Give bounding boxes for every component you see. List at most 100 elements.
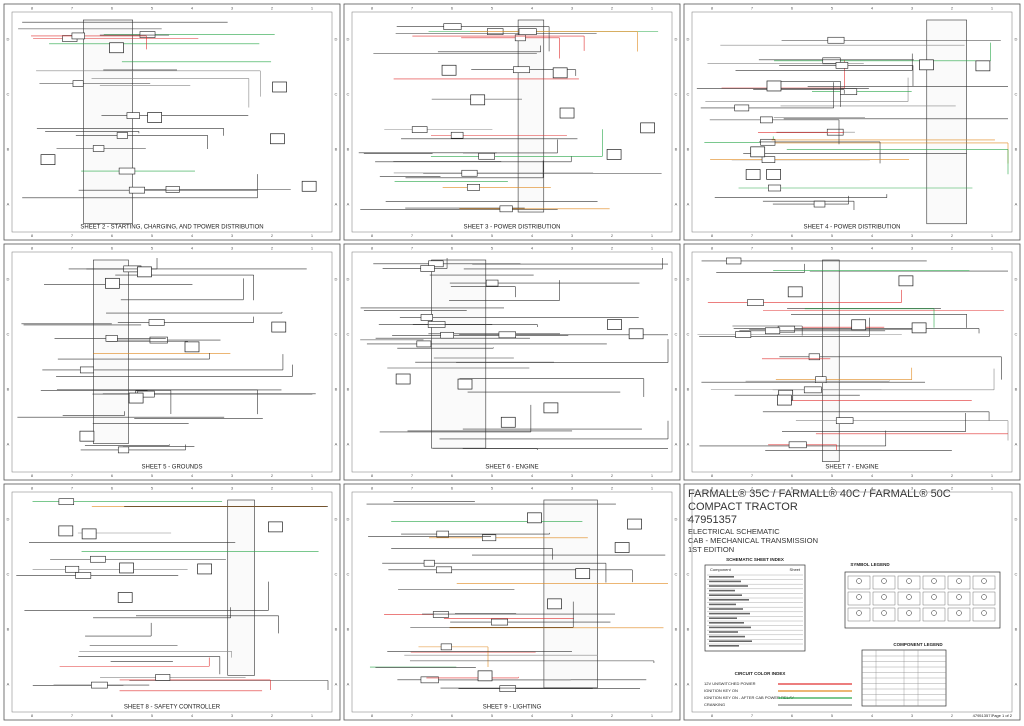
connector-block <box>926 19 967 225</box>
row-label: B <box>347 387 350 392</box>
component <box>72 80 84 87</box>
symbol-cell <box>947 575 971 590</box>
row-label: C <box>1015 332 1018 337</box>
row-label: C <box>335 332 338 337</box>
row-label: D <box>7 277 10 282</box>
component <box>813 200 826 208</box>
relay <box>395 373 411 385</box>
sheet: 8 8 7 7 6 6 5 5 4 4 3 3 2 2 1 1 D D C C B B A A SHEET 6 - ENGINE <box>343 243 681 481</box>
row-label: C <box>687 572 690 577</box>
row-label: B <box>687 627 690 632</box>
row-label: A <box>687 682 690 687</box>
sheet-frame <box>3 483 341 721</box>
column-label: 7 <box>411 233 414 238</box>
component <box>815 376 827 383</box>
column-label: 3 <box>571 473 574 478</box>
connector-block <box>227 499 255 676</box>
row-label: A <box>347 442 350 447</box>
relay <box>766 169 781 180</box>
component <box>436 530 449 538</box>
row-label: C <box>675 572 678 577</box>
column-label: 6 <box>791 6 794 11</box>
column-label: 7 <box>751 473 754 478</box>
footer: 47951357 Page 1 of 2 <box>973 713 1013 718</box>
column-label: 3 <box>231 246 234 251</box>
column-label: 7 <box>751 246 754 251</box>
component-legend-grid <box>862 650 946 706</box>
component <box>432 611 449 618</box>
column-label: 8 <box>371 246 374 251</box>
column-label: 4 <box>871 233 874 238</box>
sheet-border <box>11 491 333 713</box>
relay <box>137 266 152 278</box>
symbol-cell <box>947 607 971 622</box>
component <box>71 32 85 40</box>
row-label: B <box>1015 627 1018 632</box>
column-label: 8 <box>31 713 34 718</box>
column-label: 6 <box>451 713 454 718</box>
row-label: C <box>7 572 10 577</box>
sheet-title: SHEET 9 - LIGHTING <box>483 705 542 711</box>
symbol-cell <box>922 575 946 590</box>
column-label: 2 <box>951 486 954 491</box>
column-label: 5 <box>491 713 494 718</box>
column-label: 6 <box>111 246 114 251</box>
column-label: 2 <box>611 6 614 11</box>
component <box>481 534 497 542</box>
column-label: 3 <box>231 486 234 491</box>
symbol-cell <box>872 607 896 622</box>
relay <box>527 512 542 524</box>
column-label: 6 <box>111 6 114 11</box>
relay <box>559 107 575 119</box>
column-label: 5 <box>491 233 494 238</box>
row-label: D <box>335 37 338 42</box>
column-label: 2 <box>271 233 274 238</box>
column-label: 1 <box>311 713 314 718</box>
column-label: 1 <box>651 713 654 718</box>
column-label: 3 <box>571 233 574 238</box>
relay <box>547 598 562 610</box>
sheet-title: SHEET 3 - POWER DISTRIBUTION <box>464 225 561 231</box>
column-label: 4 <box>871 486 874 491</box>
sheet-frame <box>683 483 1021 721</box>
column-label: 8 <box>371 233 374 238</box>
index-row-text <box>709 576 734 578</box>
row-label: D <box>1015 517 1018 522</box>
index-row-text <box>709 589 735 592</box>
column-label: 4 <box>531 473 534 478</box>
index-row-text <box>709 617 737 619</box>
sheet-border <box>11 11 333 233</box>
sheet-title: SHEET 4 - POWER DISTRIBUTION <box>804 225 901 231</box>
sheet: 8 8 7 7 6 6 5 5 4 4 3 3 2 2 1 1 D D C C B B A A SHEET 5 - GROUND… <box>3 243 341 481</box>
column-label: 7 <box>751 486 754 491</box>
component <box>440 331 454 339</box>
sheet-border <box>351 251 673 473</box>
row-label: D <box>687 517 690 522</box>
component <box>461 169 478 177</box>
column-label: 3 <box>231 6 234 11</box>
row-label: D <box>347 517 350 522</box>
component <box>499 205 513 213</box>
column-label: 5 <box>151 6 154 11</box>
column-label: 3 <box>571 713 574 718</box>
relay <box>270 133 285 145</box>
relay <box>543 402 559 414</box>
relay <box>271 321 287 333</box>
component <box>117 446 130 454</box>
column-label: 3 <box>571 486 574 491</box>
relay <box>628 328 644 340</box>
row-label: B <box>7 627 10 632</box>
sheet: 8 8 7 7 6 6 5 5 4 4 3 3 2 2 1 1 D D C C B B A A SHEET 9 - LIGHTI… <box>343 483 681 721</box>
component <box>148 319 165 326</box>
row-label: A <box>335 442 338 447</box>
sheet-border <box>691 11 1013 233</box>
component <box>450 131 464 139</box>
component <box>65 565 80 573</box>
component <box>58 498 75 506</box>
connector-block <box>543 499 598 689</box>
component <box>518 28 537 35</box>
row-label: C <box>1015 92 1018 97</box>
row-label: B <box>335 387 338 392</box>
column-label: 8 <box>31 6 34 11</box>
component <box>485 279 499 287</box>
